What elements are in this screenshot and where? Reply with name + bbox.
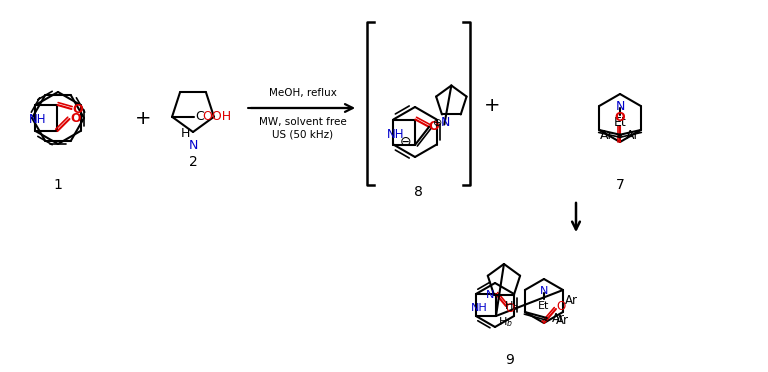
- Text: 9: 9: [505, 353, 515, 367]
- Text: MW, solvent free: MW, solvent free: [259, 117, 347, 127]
- Text: N: N: [441, 116, 450, 129]
- Text: 8: 8: [413, 185, 422, 199]
- Text: Et: Et: [538, 301, 550, 311]
- Text: US (50 kHz): US (50 kHz): [273, 129, 333, 139]
- Text: Ar: Ar: [627, 128, 640, 141]
- Text: H$_b$: H$_b$: [498, 315, 514, 329]
- Text: MeOH, reflux: MeOH, reflux: [269, 88, 337, 98]
- Text: O: O: [614, 110, 625, 124]
- Text: N: N: [615, 99, 624, 112]
- Text: OOH: OOH: [202, 110, 231, 123]
- Text: NH: NH: [386, 128, 404, 141]
- Text: +: +: [484, 96, 500, 115]
- Text: ⊖: ⊖: [399, 135, 411, 148]
- Text: Ar: Ar: [552, 311, 565, 324]
- Text: N: N: [540, 286, 548, 296]
- Text: O: O: [556, 301, 565, 314]
- Text: O: O: [72, 103, 83, 115]
- Text: 2: 2: [189, 155, 197, 169]
- Text: Et: Et: [614, 115, 627, 128]
- Text: N: N: [486, 290, 494, 300]
- Text: Ar: Ar: [564, 295, 578, 308]
- Text: +: +: [134, 109, 151, 128]
- Text: NH: NH: [28, 112, 46, 125]
- Text: C: C: [195, 110, 204, 123]
- Text: Ar: Ar: [555, 314, 568, 327]
- Text: NH: NH: [471, 303, 488, 313]
- Text: Ar: Ar: [600, 128, 614, 141]
- Text: ⊕: ⊕: [432, 118, 442, 128]
- Text: H$_a$: H$_a$: [504, 299, 518, 313]
- Text: 7: 7: [616, 178, 624, 192]
- Text: 1: 1: [54, 178, 62, 192]
- Text: O: O: [70, 112, 81, 125]
- Text: N: N: [188, 138, 197, 151]
- Text: O: O: [428, 120, 439, 133]
- Text: H: H: [180, 126, 190, 140]
- Text: O: O: [505, 302, 515, 315]
